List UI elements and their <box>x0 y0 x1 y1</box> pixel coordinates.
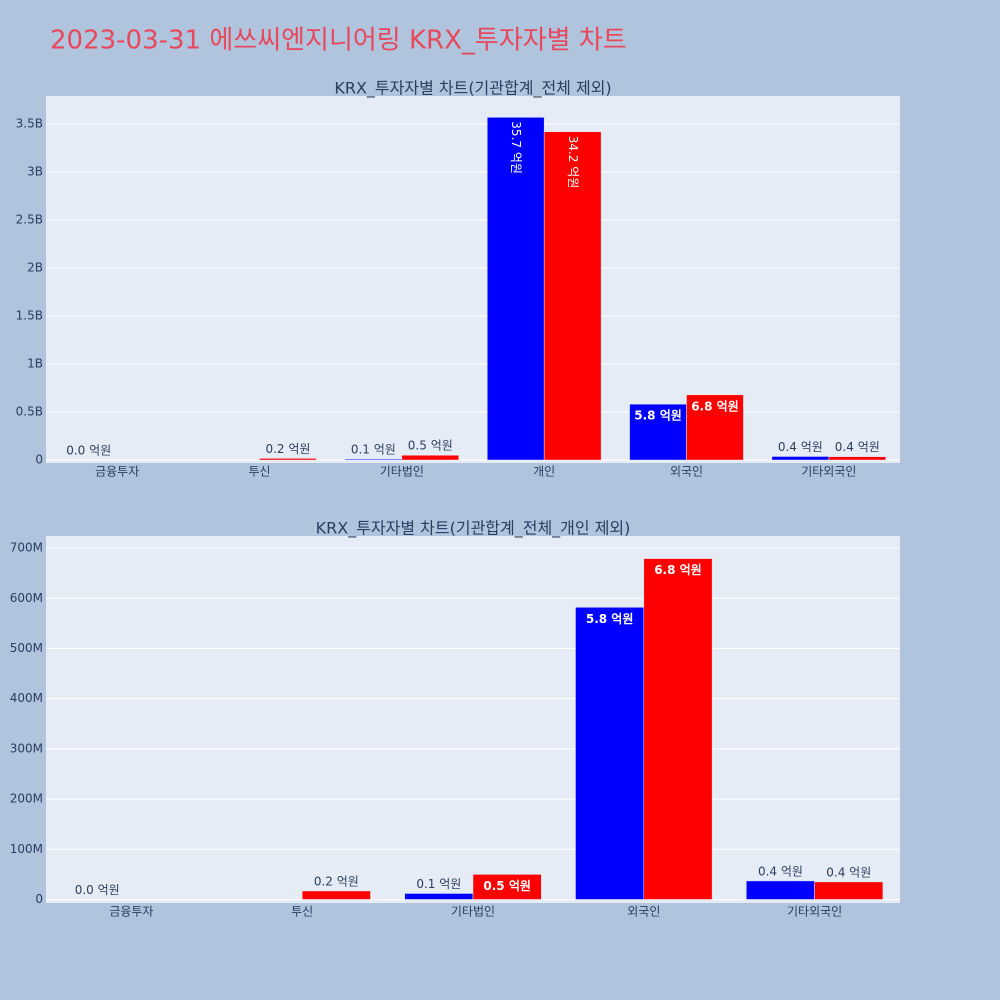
value-label: 5.8 억원 <box>586 612 634 626</box>
x-tick-label: 외국인 <box>627 905 660 919</box>
value-label: 0.1 억원 <box>351 443 396 457</box>
bar <box>404 893 474 900</box>
x-tick-label: 투신 <box>291 905 313 919</box>
x-tick-label: 외국인 <box>670 465 703 479</box>
bar <box>301 890 371 900</box>
subplot-title: KRX_투자자별 차트(기관합계_전체 제외) <box>334 79 611 99</box>
x-tick-label: 기타법인 <box>380 465 424 479</box>
bar <box>643 558 713 900</box>
bar <box>828 456 887 461</box>
y-tick-label: 1B <box>27 357 43 371</box>
x-tick-label: 금융투자 <box>109 905 153 919</box>
y-tick-label: 2B <box>27 261 43 275</box>
y-tick-label: 600M <box>10 591 43 605</box>
bar <box>814 881 884 900</box>
value-label: 6.8 억원 <box>691 399 739 413</box>
x-tick-label: 금융투자 <box>95 465 139 479</box>
y-tick-label: 100M <box>10 842 43 856</box>
bar <box>486 117 545 461</box>
subplot-title: KRX_투자자별 차트(기관합계_전체_개인 제외) <box>316 519 631 539</box>
bar <box>686 394 744 461</box>
bar <box>629 403 687 461</box>
value-label: 0.0 억원 <box>66 444 111 458</box>
bar <box>746 880 815 900</box>
value-label: 0.5 억원 <box>408 439 453 453</box>
y-tick-label: 0 <box>35 892 43 906</box>
y-tick-label: 400M <box>10 691 43 705</box>
value-label: 0.4 억원 <box>835 440 880 454</box>
value-label: 0.5 억원 <box>483 879 531 893</box>
value-label: 34.2 억원 <box>566 136 580 189</box>
value-label: 0.2 억원 <box>314 874 359 888</box>
bar <box>344 458 403 461</box>
value-label: 0.0 억원 <box>75 883 120 897</box>
y-tick-label: 0.5B <box>16 405 43 419</box>
value-label: 5.8 억원 <box>634 409 682 423</box>
y-tick-label: 2.5B <box>16 213 43 227</box>
value-label: 0.4 억원 <box>758 864 803 878</box>
y-tick-label: 700M <box>10 541 43 555</box>
value-label: 0.4 억원 <box>778 440 823 454</box>
y-tick-label: 3B <box>27 165 43 179</box>
value-label: 0.2 억원 <box>265 442 310 456</box>
y-tick-label: 0 <box>35 453 43 467</box>
bar <box>575 607 645 900</box>
value-label: 0.1 억원 <box>416 877 461 891</box>
page-title: 2023-03-31 에쓰씨엔지니어링 KRX_투자자별 차트 <box>50 26 627 56</box>
plot-area <box>46 96 900 463</box>
y-tick-label: 3.5B <box>16 117 43 131</box>
x-tick-label: 개인 <box>533 465 555 479</box>
value-label: 6.8 억원 <box>654 563 702 577</box>
x-tick-label: 투신 <box>248 465 270 479</box>
y-tick-label: 200M <box>10 792 43 806</box>
bar <box>472 874 542 900</box>
bar <box>543 131 602 461</box>
bar <box>259 458 317 461</box>
bar <box>401 454 460 461</box>
x-tick-label: 기타외국인 <box>801 465 856 479</box>
x-tick-label: 기타법인 <box>451 905 495 919</box>
value-label: 0.4 억원 <box>826 865 871 879</box>
plot-area <box>46 536 900 903</box>
x-tick-label: 기타외국인 <box>787 905 842 919</box>
y-tick-label: 1.5B <box>16 309 43 323</box>
bar <box>771 456 830 461</box>
y-tick-label: 500M <box>10 641 43 655</box>
y-tick-label: 300M <box>10 741 43 755</box>
value-label: 35.7 억원 <box>509 121 523 174</box>
